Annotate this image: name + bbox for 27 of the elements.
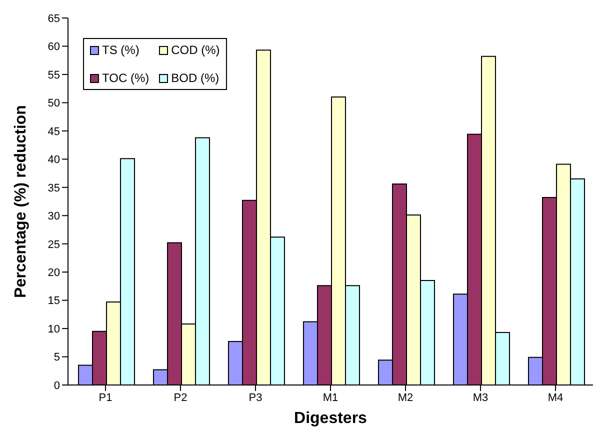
- legend-label: COD (%): [171, 43, 220, 57]
- y-axis-title: Percentage (%) reduction: [12, 105, 30, 298]
- y-tick-label: 55: [48, 69, 60, 82]
- x-tick-label: M1: [322, 392, 338, 404]
- y-tick-label: 35: [48, 182, 60, 194]
- x-axis-title: Digesters: [294, 410, 368, 427]
- y-tick-label: 45: [48, 126, 60, 138]
- legend-label: TOC (%): [102, 71, 150, 85]
- x-tick-label: M4: [548, 392, 564, 404]
- y-tick-label: 40: [48, 154, 60, 166]
- y-tick-label: 65: [48, 12, 60, 25]
- x-tick-label: M2: [398, 392, 414, 404]
- y-tick-label: 60: [48, 41, 60, 54]
- x-tick-label: M3: [472, 392, 488, 404]
- y-tick-label: 10: [48, 323, 60, 336]
- y-tick-label: 0: [54, 380, 60, 392]
- y-tick-label: 20: [48, 266, 60, 279]
- y-tick-label: 25: [48, 238, 60, 251]
- x-tick-label: P2: [174, 392, 188, 404]
- y-tick-label: 50: [48, 98, 60, 110]
- y-tick-label: 15: [48, 295, 60, 308]
- x-tick-label: P3: [248, 392, 262, 404]
- x-tick-label: P1: [98, 392, 112, 404]
- legend-label: BOD (%): [171, 71, 220, 85]
- legend-label: TS (%): [102, 43, 140, 57]
- y-tick-label: 5: [54, 352, 60, 364]
- y-tick-label: 30: [48, 210, 60, 223]
